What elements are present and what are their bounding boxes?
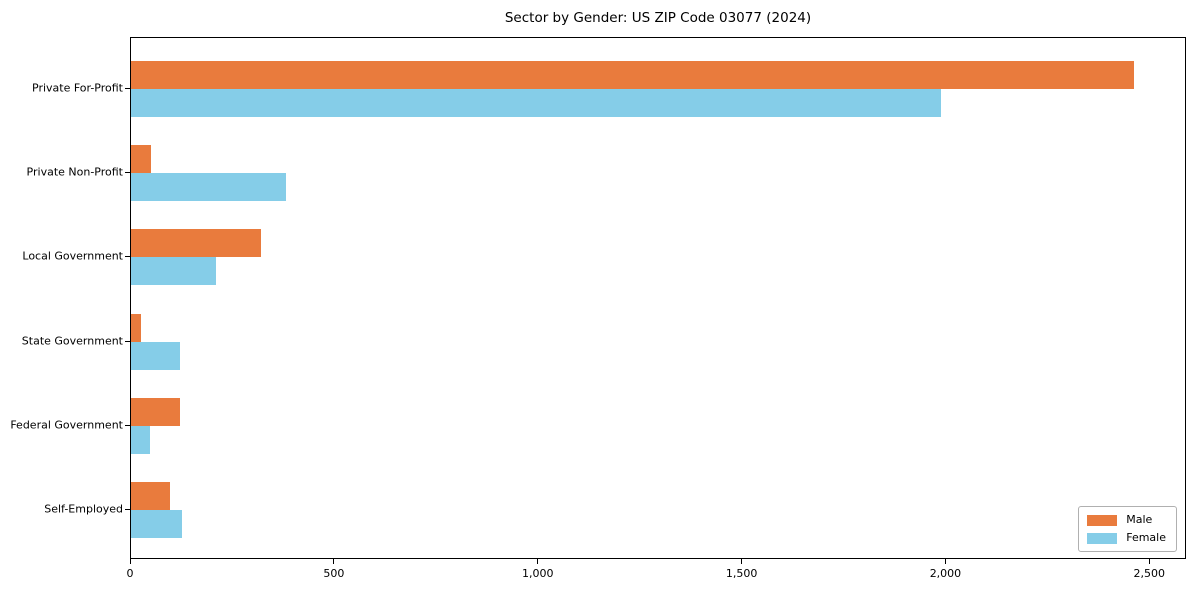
bar-male-self-employed xyxy=(131,482,170,510)
y-tick-label-federal-government: Federal Government xyxy=(10,418,123,432)
y-tick-label-private-non-profit: Private Non-Profit xyxy=(26,165,123,179)
bar-female-private-for-profit xyxy=(131,89,941,117)
legend-swatch-male xyxy=(1087,514,1118,526)
bar-female-state-government xyxy=(131,341,180,370)
x-tick-label-0: 0 xyxy=(126,567,134,580)
bar-male-private-non-profit xyxy=(131,145,152,174)
x-tick-label-1-500: 1,500 xyxy=(725,567,758,580)
bar-male-federal-government xyxy=(131,397,180,426)
plot-area: Male Female xyxy=(130,37,1186,559)
y-tick-mark xyxy=(125,256,130,258)
bar-male-state-government xyxy=(131,313,142,342)
y-tick-label-local-government: Local Government xyxy=(22,249,123,263)
legend-label-female: Female xyxy=(1126,531,1166,544)
legend: Male Female xyxy=(1078,506,1177,552)
x-tick-mark xyxy=(944,559,946,564)
x-tick-mark xyxy=(1148,559,1150,564)
y-tick-label-private-for-profit: Private For-Profit xyxy=(32,81,123,95)
chart-title: Sector by Gender: US ZIP Code 03077 (202… xyxy=(504,10,812,26)
legend-item-male: Male xyxy=(1087,514,1166,526)
y-tick-label-self-employed: Self-Employed xyxy=(44,502,123,516)
x-tick-mark xyxy=(537,559,539,564)
x-tick-label-500: 500 xyxy=(323,567,345,580)
bar-male-private-for-profit xyxy=(131,61,1135,89)
y-tick-mark xyxy=(125,424,130,426)
y-tick-mark xyxy=(125,172,130,174)
bars-layer xyxy=(131,38,1185,558)
bar-male-local-government xyxy=(131,229,262,258)
bar-female-local-government xyxy=(131,257,217,286)
y-tick-mark xyxy=(125,509,130,510)
bar-female-federal-government xyxy=(131,425,151,454)
legend-item-female: Female xyxy=(1087,532,1166,544)
bar-female-self-employed xyxy=(131,510,182,538)
y-tick-mark xyxy=(125,88,130,89)
legend-label-male: Male xyxy=(1126,513,1153,526)
legend-swatch-female xyxy=(1087,532,1118,544)
y-tick-label-state-government: State Government xyxy=(21,334,123,348)
bar-female-private-non-profit xyxy=(131,173,286,202)
y-tick-mark xyxy=(125,340,130,342)
x-tick-mark xyxy=(129,559,131,564)
x-tick-label-2-000: 2,000 xyxy=(929,567,962,580)
x-tick-label-1-000: 1,000 xyxy=(521,567,554,580)
x-tick-label-2-500: 2,500 xyxy=(1133,567,1166,580)
x-tick-mark xyxy=(333,559,335,564)
x-tick-mark xyxy=(741,559,743,564)
